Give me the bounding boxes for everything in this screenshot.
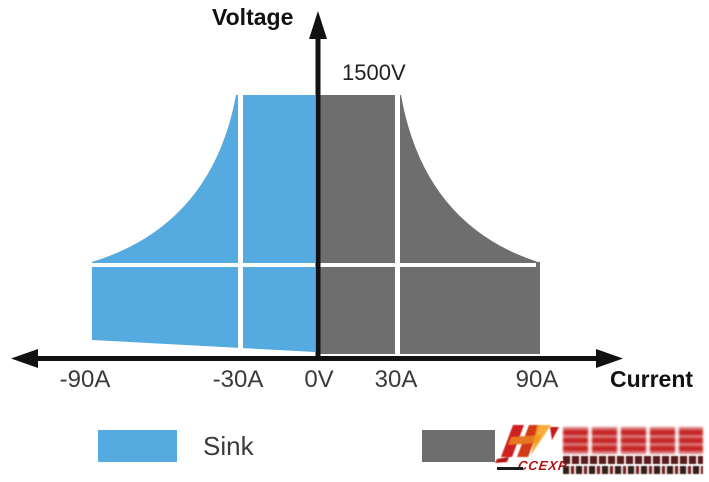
x-axis-line [30, 356, 604, 361]
y-axis-arrow-icon [309, 11, 327, 39]
sink-region-shape [92, 95, 315, 352]
y-axis-line [315, 30, 321, 361]
watermark-underline [497, 467, 523, 470]
tick-30a: 30A [374, 366, 418, 393]
tick-minus-30a: -30A [212, 366, 264, 393]
tick-0v: 0V [304, 366, 334, 393]
watermark-logo-text: CCEXP [516, 458, 569, 473]
y-axis-title: Voltage [212, 4, 294, 30]
x-axis-arrow-right-icon [596, 349, 623, 368]
source-region-shape [320, 95, 540, 354]
watermark-chinese-text-large [563, 427, 703, 454]
legend-source-swatch [422, 430, 495, 462]
watermark-logo-icon [495, 425, 559, 463]
x-axis-title: Current [610, 366, 694, 392]
voltage-annotation: 1500V [342, 60, 406, 85]
tick-90a: 90A [515, 366, 559, 393]
legend-sink-swatch [98, 430, 177, 462]
x-axis-arrow-left-icon [11, 349, 38, 368]
operating-envelope-plot [11, 11, 623, 368]
watermark-chinese-text-small-row2 [563, 466, 703, 474]
legend-sink-label: Sink [203, 431, 254, 461]
tick-minus-90a: -90A [59, 366, 111, 393]
watermark: CCEXP [493, 421, 709, 477]
watermark-chinese-text-small-row1 [563, 456, 703, 464]
